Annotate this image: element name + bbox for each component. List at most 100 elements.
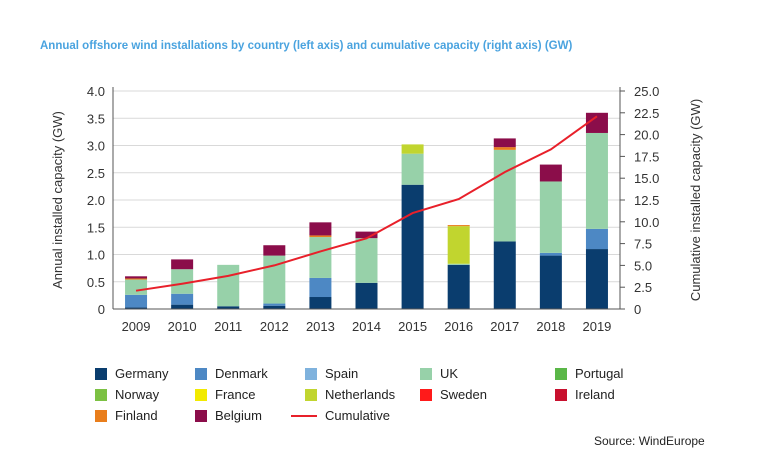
legend-swatch (305, 388, 317, 401)
bar-segment (171, 304, 194, 309)
bar-segment (125, 276, 148, 279)
legend-label: Ireland (575, 387, 615, 402)
legend-item: Denmark (195, 366, 268, 381)
bar-segment (263, 245, 286, 256)
bar-segment (447, 263, 470, 265)
bar-segment (217, 306, 240, 309)
x-tick-label: 2014 (352, 319, 381, 334)
y-axis-label: Annual installed capacity (GW) (50, 111, 65, 289)
bar-segment (447, 264, 470, 309)
x-tick-label: 2015 (398, 319, 427, 334)
legend-item: Sweden (420, 387, 487, 402)
y-tick-label: 1.5 (87, 220, 105, 235)
x-tick-label: 2017 (490, 319, 519, 334)
bar-segment (401, 153, 424, 185)
y-tick-label: 4.0 (87, 84, 105, 99)
y2-tick-label: 22.5 (634, 106, 659, 121)
bar-segment (263, 305, 286, 309)
y2-axis-label: Cumulative installed capacity (GW) (688, 99, 703, 301)
bar-segment (539, 255, 562, 309)
bar-segment (125, 278, 148, 280)
y2-tick-label: 15.0 (634, 171, 659, 186)
legend-swatch (555, 388, 567, 401)
y2-tick-label: 0 (634, 302, 641, 317)
bar-segment (539, 252, 562, 256)
y2-tick-label: 20.0 (634, 128, 659, 143)
bar-segment (493, 147, 516, 150)
y-tick-label: 2.5 (87, 166, 105, 181)
bar-segment (171, 259, 194, 270)
legend-label: France (215, 387, 256, 402)
x-tick-label: 2010 (168, 319, 197, 334)
legend-item: UK (420, 366, 458, 381)
cumulative-line (135, 115, 598, 292)
bar-segment (493, 149, 516, 242)
legend-label: Denmark (215, 366, 268, 381)
legend-label: Spain (325, 366, 359, 381)
y-tick-label: 3.0 (87, 139, 105, 154)
bar-segment (217, 264, 240, 307)
y2-tick-label: 25.0 (634, 84, 659, 99)
y2-tick-label: 17.5 (634, 149, 659, 164)
y2-tick-label: 12.5 (634, 193, 659, 208)
bar-segment (263, 303, 286, 306)
bar-segment (125, 294, 148, 308)
bar-segment (355, 231, 378, 239)
bar-segment (447, 226, 470, 264)
bar-segment (493, 241, 516, 309)
bar-segment (493, 138, 516, 148)
legend-item: Norway (95, 387, 159, 402)
tick-labels: 0 0.5 1.0 1.5 2.0 2.5 3.0 3.5 4.0 0 2.5 5.0 7.5 10.0 1… (87, 84, 659, 334)
x-tick-label: 2012 (260, 319, 289, 334)
chart-svg: 0 0.5 1.0 1.5 2.0 2.5 3.0 3.5 4.0 0 2.5 5.0 7.5 10.0 1… (50, 84, 703, 334)
chart-title: Annual offshore wind installations by co… (40, 40, 573, 52)
y-tick-label: 0 (98, 302, 105, 317)
y2-tick-label: 10.0 (634, 215, 659, 230)
x-tick-label: 2018 (536, 319, 565, 334)
bar-segment (401, 184, 424, 309)
x-tick-label: 2011 (214, 319, 242, 334)
x-tick-label: 2019 (582, 319, 611, 334)
legend-swatch (95, 409, 107, 422)
x-tick-label: 2009 (122, 319, 151, 334)
legend-swatch (195, 409, 207, 422)
bar-segment (309, 297, 332, 309)
bar-segment (355, 238, 378, 283)
y-tick-label: 3.5 (87, 111, 105, 126)
legend-label: Germany (115, 366, 169, 381)
bar-segment (539, 164, 562, 182)
legend-item: Belgium (195, 408, 262, 423)
legend-swatch (95, 367, 107, 380)
legend-swatch (420, 388, 432, 401)
y2-tick-label: 7.5 (634, 237, 652, 252)
legend-item: Netherlands (305, 387, 395, 402)
bar-segment (309, 277, 332, 298)
bar-segment (309, 222, 332, 236)
bars (125, 112, 608, 309)
bar-segment (171, 269, 194, 294)
bar-segment (125, 279, 148, 295)
bar-segment (171, 293, 194, 305)
bar-segment (585, 228, 608, 250)
legend-label: Portugal (575, 366, 624, 381)
bar-segment (125, 307, 148, 309)
legend-label: Norway (115, 387, 160, 402)
legend-item: Cumulative (291, 408, 390, 423)
legend-swatch (195, 388, 207, 401)
bar-segment (585, 249, 608, 309)
y-tick-label: 0.5 (87, 275, 105, 290)
legend-item: Portugal (555, 366, 623, 381)
legend: Germany Denmark Spain UK Portugal Norway Franc… (95, 366, 695, 426)
bar-segment (585, 112, 608, 133)
legend-item: Spain (305, 366, 358, 381)
y-tick-label: 1.0 (87, 248, 105, 263)
x-tick-label: 2013 (306, 319, 335, 334)
legend-swatch (95, 388, 107, 401)
y2-tick-label: 2.5 (634, 280, 652, 295)
legend-label: Belgium (215, 408, 262, 423)
x-tick-label: 2016 (444, 319, 473, 334)
bar-segment (355, 282, 378, 309)
bar-segment (309, 237, 332, 278)
legend-swatch (420, 367, 432, 380)
axes (112, 87, 625, 310)
